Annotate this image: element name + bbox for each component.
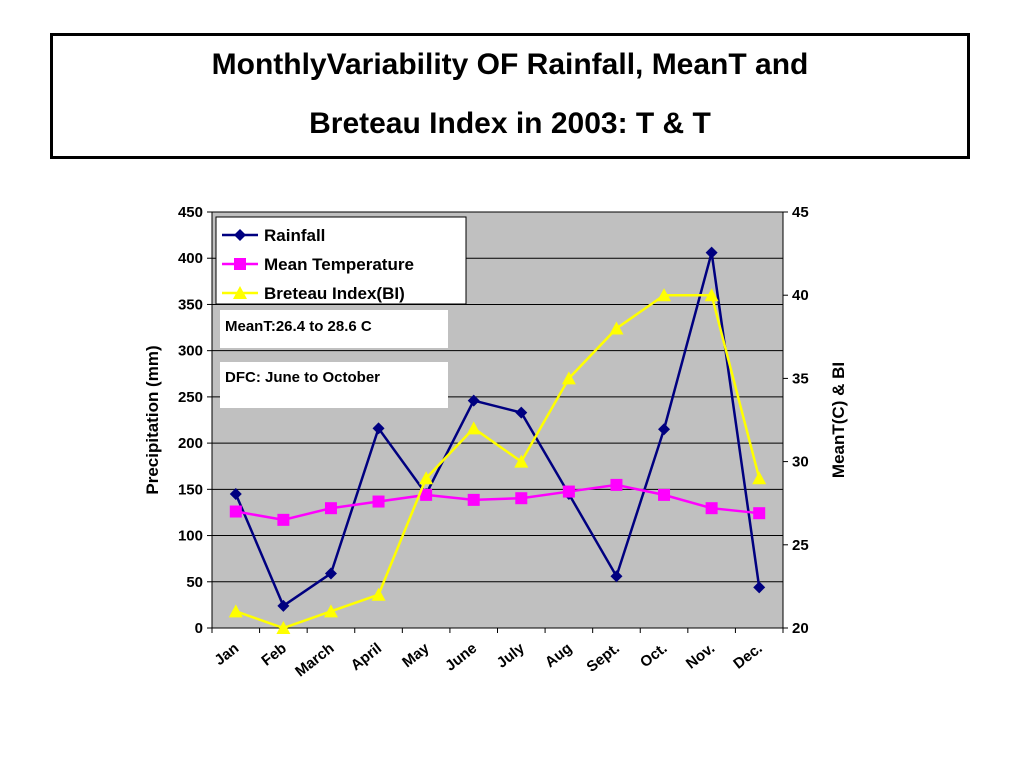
y2-tick-label: 40 [792,287,809,304]
series-line [235,293,761,630]
y2-tick-label: 45 [792,204,809,221]
data-point [753,581,766,594]
data-point [228,604,243,618]
y-tick-label: 50 [186,574,203,591]
gridlines [212,211,783,583]
data-point [229,505,242,518]
y-tick-label: 450 [178,204,203,221]
annotation-meant: MeanT:26.4 to 28.6 C [220,310,448,348]
data-point [324,502,337,515]
triangle-marker-icon [233,286,247,299]
data-point [514,454,529,468]
y2-tick-label: 25 [792,537,809,554]
data-point [372,495,385,508]
data-point [419,471,434,485]
annotation-dfc: DFC: June to October [220,362,448,408]
data-point [705,246,718,259]
data-point [229,487,242,500]
y2-tick-label: 35 [792,370,809,387]
data-point [657,288,672,302]
y-tick-label: 200 [178,435,203,452]
series-layer [228,246,767,634]
data-point [276,621,291,634]
x-tick-label: July [494,639,529,671]
x-tick-label: Sept. [584,640,623,676]
x-axis-ticks: Jan Feb March April May June July Aug Sept. Oct. N… [211,628,784,681]
data-point [561,371,576,385]
series-line [235,483,760,522]
data-point [610,478,623,491]
x-tick-label: Dec. [730,640,765,673]
data-point [515,492,528,505]
data-point [371,587,386,601]
legend-item-rainfall: Rainfall [222,226,325,245]
title-box: MonthlyVariability OF Rainfall, MeanT an… [50,33,970,159]
data-point [467,394,480,407]
data-point [324,567,337,580]
data-point [753,507,766,520]
x-tick-label: May [399,639,433,671]
data-point [323,604,338,618]
annotation-meant-text: MeanT:26.4 to 28.6 C [225,318,372,335]
y-tick-label: 150 [178,481,203,498]
data-point [466,421,481,435]
y-tick-label: 400 [178,250,203,267]
legend-label: Mean Temperature [264,255,414,274]
data-point [658,488,671,501]
x-tick-label: Aug [542,640,575,671]
chart-title-line-1: MonthlyVariability OF Rainfall, MeanT an… [211,48,809,81]
y2-tick-label: 20 [792,620,809,637]
legend: Rainfall Mean Temperature Breteau Index(… [215,216,467,305]
data-point [277,513,290,526]
data-point [752,471,767,485]
x-tick-label: April [348,640,385,674]
data-point [562,485,575,498]
data-point [277,599,290,612]
series-breteau-index-bi- [228,288,767,634]
y-axis-label: Precipitation (mm) [143,345,162,494]
y2-axis-ticks: 20 25 30 35 40 45 [783,204,809,637]
legend-item-mean-temperature: Mean Temperature [222,255,414,274]
data-point [420,488,433,501]
y2-axis-label: MeanT(C) & BI [829,362,848,478]
y-tick-label: 250 [178,389,203,406]
data-point [610,570,623,583]
x-tick-label: Oct. [637,640,670,671]
x-tick-label: Jan [211,640,242,669]
y-axis-ticks: 0 50 100 150 200 250 300 350 400 450 [178,204,212,637]
chart-title-line-2: Breteau Index in 2003: T & T [309,107,711,140]
legend-item-breteau-index: Breteau Index(BI) [222,284,405,303]
diamond-marker-icon [234,229,246,241]
y-tick-label: 300 [178,343,203,360]
x-tick-label: March [292,640,337,681]
legend-label: Rainfall [264,226,325,245]
data-point [609,321,624,335]
data-point [372,422,385,435]
y-tick-label: 350 [178,296,203,313]
square-marker-icon [234,258,246,270]
annotation-dfc-text: DFC: June to October [225,369,380,386]
x-tick-label: Nov. [683,640,718,673]
data-point [467,493,480,506]
series-mean-temperature [229,478,766,526]
series-line [234,252,761,608]
x-tick-label: Feb [258,640,289,670]
x-tick-label: June [442,640,480,675]
data-point [704,288,719,302]
y-tick-label: 0 [195,620,203,637]
data-point [658,423,671,436]
data-point [705,502,718,515]
legend-label: Breteau Index(BI) [264,284,405,303]
y2-tick-label: 30 [792,454,809,471]
data-point [515,406,528,419]
y-tick-label: 100 [178,528,203,545]
